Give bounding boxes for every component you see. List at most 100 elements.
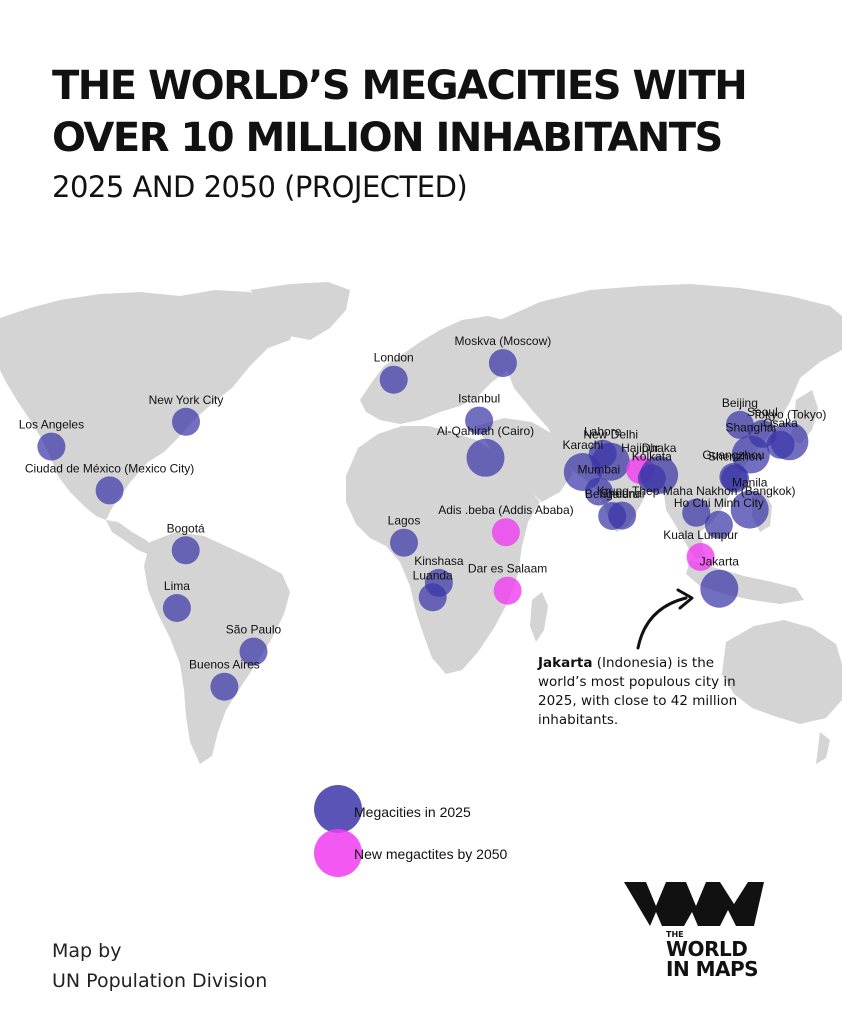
city-bubble [766,430,795,459]
city-label: Lagos [388,514,421,528]
annotation-bold: Jakarta [538,655,593,671]
city-bubble [730,490,769,529]
city-label: Ciudad de México (Mexico City) [25,461,194,475]
landmass-north-america [0,290,296,520]
city-label: Los Angeles [19,418,84,432]
city-bubble [37,432,66,461]
city-bubble [704,510,733,539]
city-label: Dhaka [642,441,677,455]
city-label: São Paulo [226,623,282,637]
city-bubble [700,569,739,608]
legend-swatch-2050 [314,829,362,877]
city-label: Bogotá [167,521,205,535]
city-label: Tokyo (Tokyo) [752,407,826,421]
city-label: Guangzhou [702,448,764,462]
city-label: Bengaluru [585,487,640,501]
city-label: Beijing [722,396,758,410]
city-bubble [239,637,268,666]
city-label: Osaka [763,416,798,430]
city-label: Istanbul [458,392,500,406]
city-label: New York City [149,393,224,407]
legend-label-2050: New megactites by 2050 [354,846,508,862]
city-bubble [682,498,711,527]
map-subtitle: 2025 AND 2050 (PROJECTED) [52,170,468,204]
jakarta-annotation: Jakarta (Indonesia) is the world’s most … [538,654,743,730]
city-bubble [598,502,627,530]
logo: THE WORLD IN MAPS [622,872,792,982]
landmass-new-zealand [816,732,830,764]
landmass-south-america [144,532,290,764]
city-bubble [210,672,239,701]
logo-mark-icon [624,882,764,926]
city-bubble [95,476,124,505]
city-bubble [379,365,408,394]
city-labels: Los Angeles New York City Ciudad de México… [19,334,827,672]
legend-swatch-2025 [314,785,362,833]
title-line-2: OVER 10 MILLION INHABITANTS [52,115,723,161]
city-label: Kolkata [632,449,672,463]
city-label: Lima [164,579,190,593]
annotation-arrowhead-icon [676,588,694,610]
city-label: Shanghai [725,421,776,435]
city-label: Jakarta [700,555,740,569]
map-title: THE WORLD’S MEGACITIES WITH OVER 10 MILL… [52,60,812,164]
landmass-middle-east [476,418,572,502]
legend-swatches [314,785,362,877]
city-bubbles [37,349,809,701]
city-label: Lahore [584,425,622,439]
city-bubble [491,518,520,547]
city-label: Seoul [747,405,778,419]
city-bubble [493,576,522,605]
logo-the: THE [666,930,684,939]
city-bubble [172,407,200,436]
city-label: Al-Qahirah (Cairo) [437,424,534,438]
city-bubble [725,410,754,439]
landmass-madagascar [530,592,548,642]
landmass-greenland [250,282,350,340]
city-label: Ho Chi Minh City [674,496,764,510]
city-bubble [171,536,200,565]
city-bubble [584,477,613,506]
city-label: Kuala Lumpur [663,528,738,542]
city-label: New Delhi [583,428,638,442]
legend: Megacities in 2025 New megactites by 205… [312,785,612,885]
logo-wordmark: THE WORLD IN MAPS [666,930,759,981]
city-label: Mumbai [578,463,621,477]
city-bubble [731,435,770,474]
city-label: London [374,351,414,365]
city-bubble [637,464,666,493]
legend-label-2025: Megacities in 2025 [354,804,471,820]
title-line-1: THE WORLD’S MEGACITIES WITH [52,63,748,109]
city-label: Krung Thep Maha Nakhon (Bangkok) [597,484,796,498]
city-label: Hajipur [621,441,659,455]
landmass-australia [722,620,842,724]
logo-in-maps: IN MAPS [666,957,759,981]
city-label: Chennai [600,487,645,501]
credit-line-2: UN Population Division [52,970,268,992]
city-bubble [465,406,494,435]
city-label: Moskva (Moscow) [455,334,552,348]
landmass-africa [346,426,540,674]
annotation-text: (Indonesia) is the world’s most populous… [538,655,738,728]
city-label: Adis .beba (Addis Ababa) [438,503,573,517]
city-label: Kinshasa [414,554,464,568]
landmass-central-america [106,520,156,556]
landmass-europe [360,316,530,424]
city-bubble [488,349,517,378]
map-credit: Map by UN Population Division [52,936,267,996]
city-label: Shenzhen [708,450,762,464]
landmass-southeast-asia [664,494,704,560]
city-bubble [390,528,418,557]
city-bubble [721,464,750,493]
city-bubble [466,438,505,477]
world-map: Los Angeles New York City Ciudad de México… [0,282,842,764]
city-bubble [686,543,715,571]
annotation-arrow [636,596,688,650]
city-bubble [162,594,191,622]
city-label: Dar es Salaam [468,562,547,576]
city-bubble [418,583,447,612]
logo-world: WORLD [666,937,748,961]
credit-line-1: Map by [52,940,122,962]
city-label: Buenos Aires [189,658,260,672]
city-label: Manila [732,476,768,490]
